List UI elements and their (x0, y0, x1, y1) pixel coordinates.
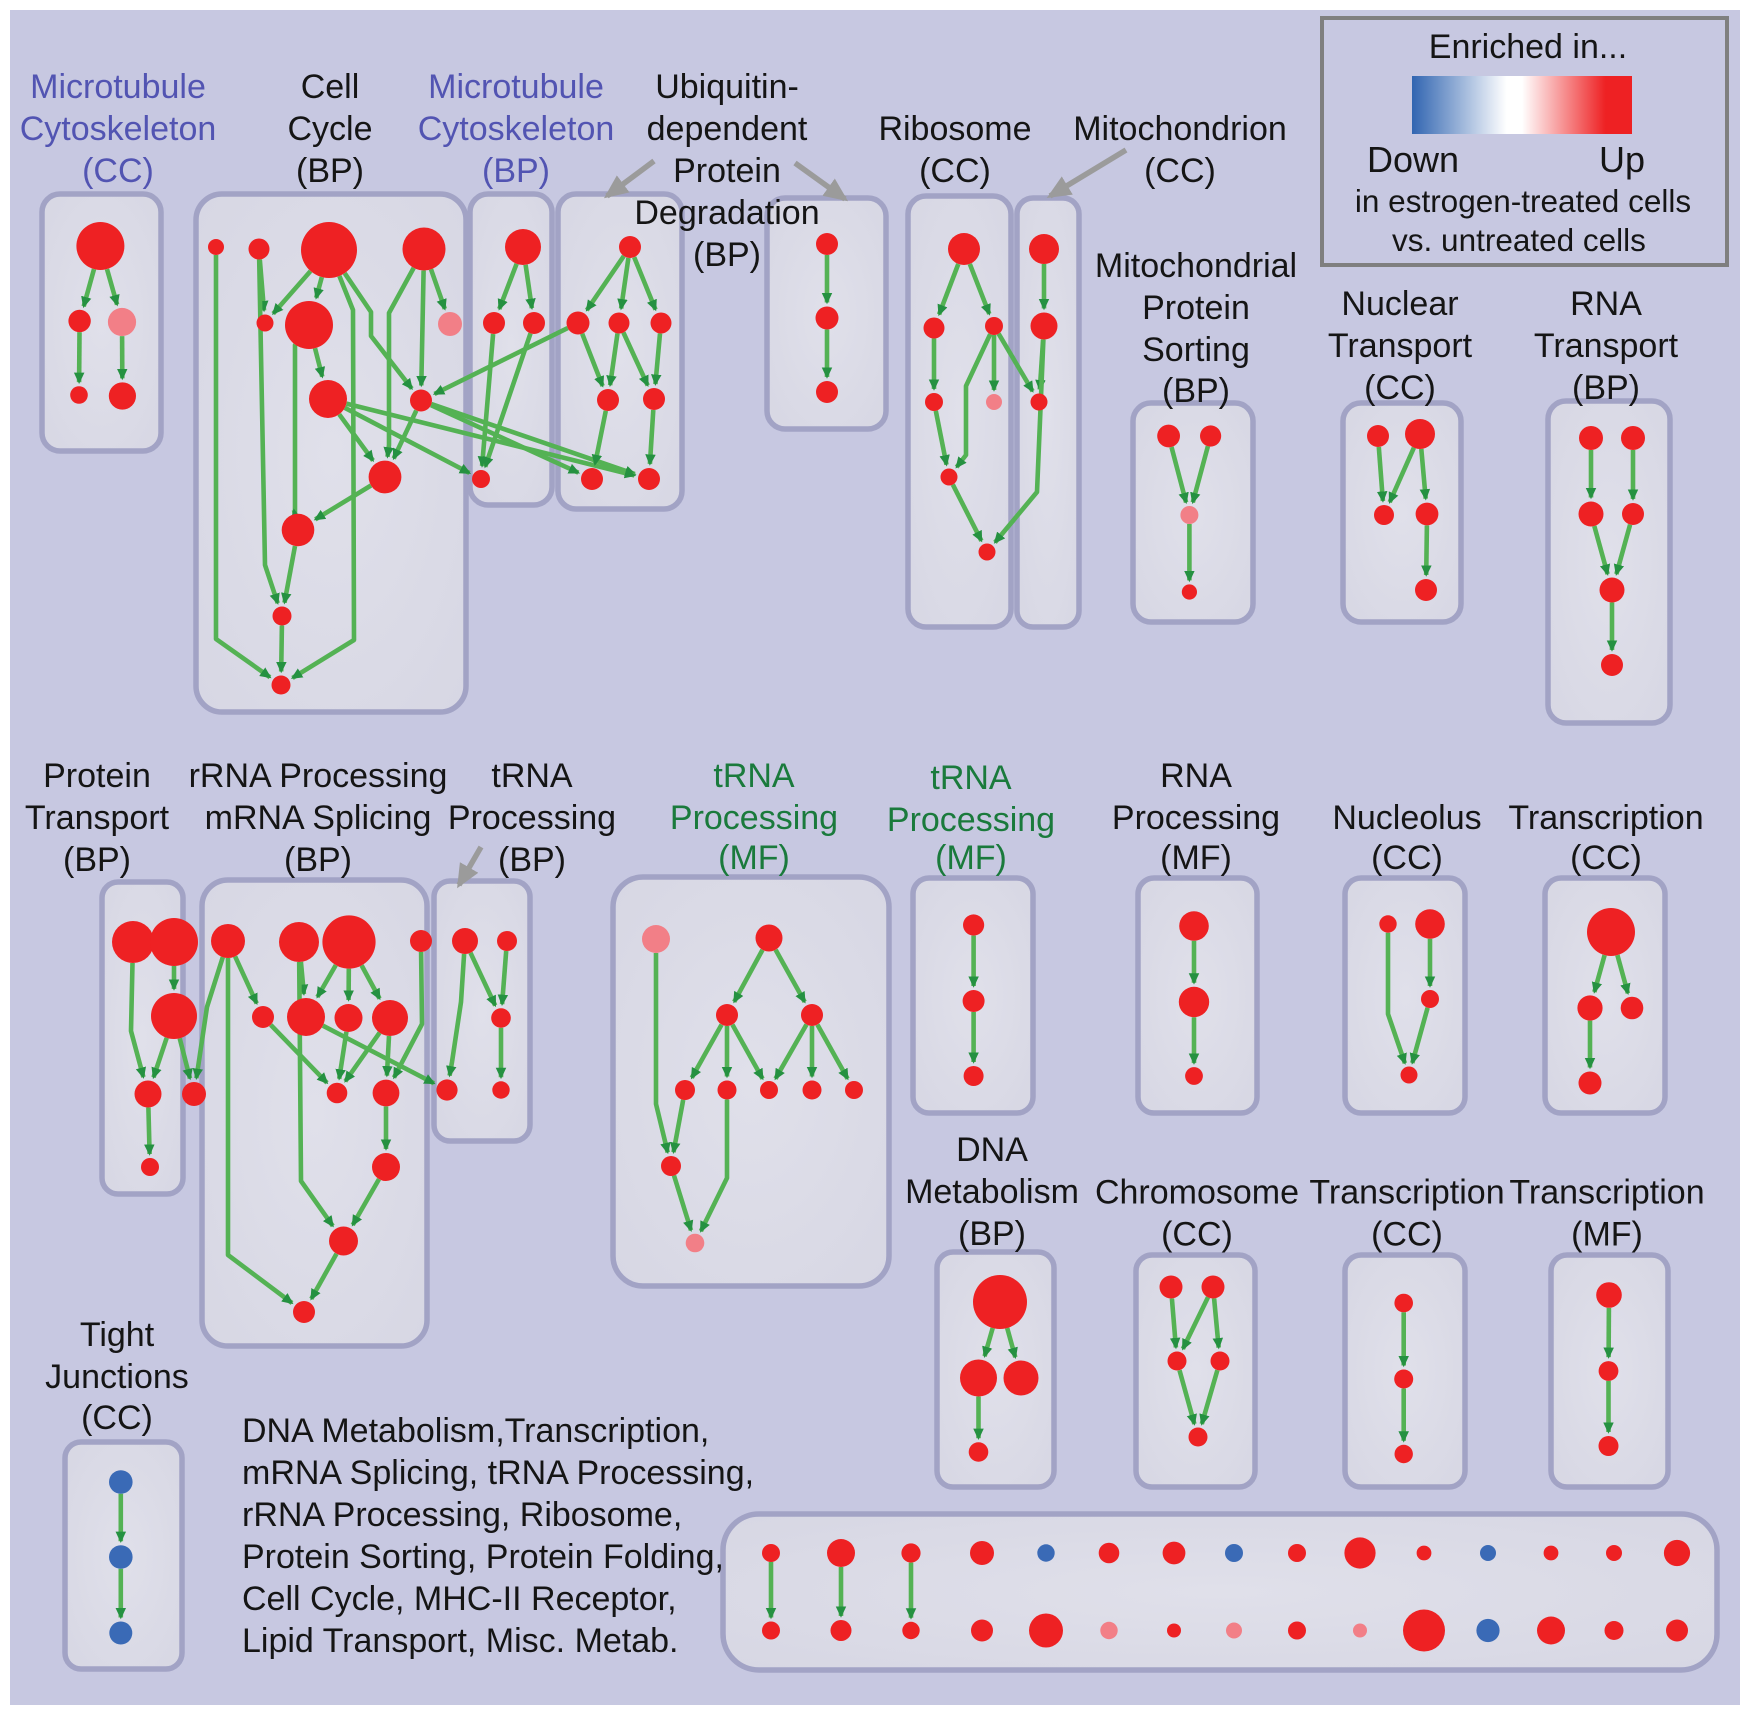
svg-text:mRNA Splicing, tRNA Processing: mRNA Splicing, tRNA Processing, (242, 1454, 754, 1492)
svg-text:Degradation: Degradation (634, 194, 819, 232)
svg-text:Processing: Processing (1112, 799, 1280, 837)
svg-text:in estrogen-treated cells: in estrogen-treated cells (1355, 183, 1691, 219)
svg-text:Cycle: Cycle (287, 110, 372, 148)
svg-text:Tight: Tight (80, 1316, 155, 1354)
svg-text:(BP): (BP) (693, 236, 761, 274)
svg-text:(BP): (BP) (482, 152, 550, 190)
svg-text:Enriched in...: Enriched in... (1429, 28, 1627, 66)
svg-text:Microtubule: Microtubule (30, 68, 206, 106)
svg-text:Nuclear: Nuclear (1341, 285, 1458, 323)
svg-text:Cell Cycle, MHC-II Receptor,: Cell Cycle, MHC-II Receptor, (242, 1580, 677, 1618)
svg-text:Protein: Protein (673, 152, 781, 190)
svg-text:Chromosome: Chromosome (1095, 1174, 1299, 1212)
svg-text:Transcription: Transcription (1508, 799, 1703, 837)
svg-text:(MF): (MF) (1571, 1216, 1643, 1254)
svg-text:(CC): (CC) (1364, 369, 1436, 407)
svg-text:(BP): (BP) (1572, 369, 1640, 407)
svg-text:(CC): (CC) (81, 1399, 153, 1437)
svg-text:Cytoskeleton: Cytoskeleton (20, 110, 217, 148)
svg-text:Transport: Transport (1328, 327, 1473, 365)
svg-text:rRNA Processing, Ribosome,: rRNA Processing, Ribosome, (242, 1496, 682, 1534)
svg-text:(CC): (CC) (1144, 152, 1216, 190)
svg-text:tRNA: tRNA (930, 759, 1012, 797)
svg-text:(CC): (CC) (1570, 839, 1642, 877)
svg-text:Metabolism: Metabolism (905, 1173, 1079, 1211)
svg-text:(BP): (BP) (498, 841, 566, 879)
svg-text:Transport: Transport (25, 799, 170, 837)
svg-text:(CC): (CC) (919, 152, 991, 190)
svg-text:Processing: Processing (448, 799, 616, 837)
svg-text:(CC): (CC) (1371, 839, 1443, 877)
svg-text:(BP): (BP) (296, 152, 364, 190)
svg-text:tRNA: tRNA (491, 757, 573, 795)
svg-text:Protein Sorting, Protein Foldi: Protein Sorting, Protein Folding, (242, 1538, 724, 1576)
svg-text:(CC): (CC) (1371, 1216, 1443, 1254)
svg-text:Protein: Protein (43, 757, 151, 795)
svg-text:Nucleolus: Nucleolus (1332, 799, 1481, 837)
svg-text:DNA Metabolism,Transcription,: DNA Metabolism,Transcription, (242, 1412, 709, 1450)
svg-text:Mitochondrion: Mitochondrion (1073, 110, 1287, 148)
svg-text:Sorting: Sorting (1142, 331, 1250, 369)
svg-text:Junctions: Junctions (45, 1358, 189, 1396)
svg-text:Transcription: Transcription (1309, 1174, 1504, 1212)
svg-text:(BP): (BP) (63, 841, 131, 879)
svg-text:Down: Down (1367, 139, 1459, 180)
svg-text:(MF): (MF) (718, 839, 790, 877)
svg-text:DNA: DNA (956, 1131, 1028, 1169)
svg-text:(BP): (BP) (284, 841, 352, 879)
svg-text:(CC): (CC) (82, 152, 154, 190)
svg-text:RNA: RNA (1570, 285, 1642, 323)
svg-text:(BP): (BP) (958, 1215, 1026, 1253)
svg-text:(CC): (CC) (1161, 1216, 1233, 1254)
svg-text:rRNA Processing: rRNA Processing (189, 757, 448, 795)
svg-text:(MF): (MF) (935, 839, 1007, 877)
svg-text:mRNA Splicing: mRNA Splicing (205, 799, 432, 837)
svg-text:tRNA: tRNA (713, 757, 795, 795)
svg-text:Ribosome: Ribosome (878, 110, 1031, 148)
svg-text:Processing: Processing (670, 799, 838, 837)
svg-text:Ubiquitin-: Ubiquitin- (655, 68, 799, 106)
svg-text:Microtubule: Microtubule (428, 68, 604, 106)
svg-text:(BP): (BP) (1162, 372, 1230, 410)
svg-text:Transcription: Transcription (1509, 1174, 1704, 1212)
svg-text:dependent: dependent (647, 110, 808, 148)
svg-text:Cytoskeleton: Cytoskeleton (418, 110, 615, 148)
svg-text:(MF): (MF) (1160, 839, 1232, 877)
svg-text:Mitochondrial: Mitochondrial (1095, 247, 1297, 285)
svg-text:vs. untreated cells: vs. untreated cells (1392, 222, 1646, 258)
svg-text:RNA: RNA (1160, 757, 1232, 795)
svg-text:Lipid Transport, Misc. Metab.: Lipid Transport, Misc. Metab. (242, 1622, 679, 1660)
svg-text:Transport: Transport (1534, 327, 1679, 365)
svg-text:Processing: Processing (887, 801, 1055, 839)
svg-text:Cell: Cell (301, 68, 360, 106)
svg-text:Up: Up (1599, 139, 1645, 180)
svg-text:Protein: Protein (1142, 289, 1250, 327)
